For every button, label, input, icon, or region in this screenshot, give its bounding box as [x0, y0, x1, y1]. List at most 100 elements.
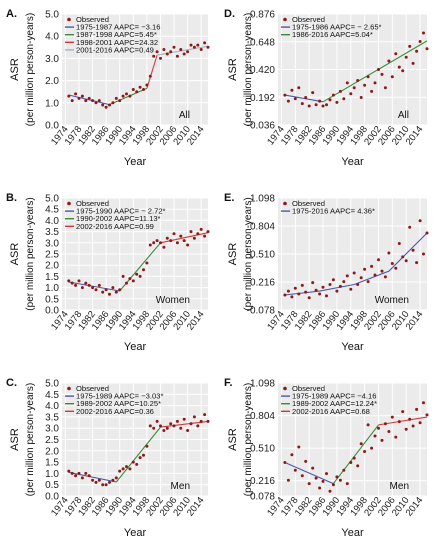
legend-marker-observed [67, 386, 71, 391]
y-tick-label: -0.078 [247, 306, 276, 317]
observed-point [314, 476, 318, 480]
observed-point [145, 261, 149, 265]
observed-point [77, 279, 81, 283]
y-tick-label: 1.5 [45, 458, 59, 469]
observed-point [342, 280, 346, 284]
legend-entry: 1989-2002 AAPC=10.25* [76, 399, 161, 408]
observed-point [186, 50, 190, 54]
observed-point [155, 239, 159, 243]
observed-point [104, 483, 108, 487]
observed-point [121, 274, 125, 278]
legend-entry: 1990-2002 AAPC=11.13* [76, 214, 161, 223]
observed-point [422, 252, 425, 256]
y-axis-sublabel: (per million person-years) [243, 13, 254, 126]
observed-point [118, 469, 122, 473]
observed-point [84, 281, 88, 285]
observed-point [297, 86, 301, 90]
x-axis-label: Year [341, 341, 364, 353]
observed-point [307, 104, 311, 108]
observed-point [401, 255, 405, 259]
y-tick-label: -0.036 [247, 121, 276, 132]
observed-point [159, 56, 162, 60]
trend-segment-3 [160, 232, 209, 244]
legend-marker-observed [67, 201, 71, 206]
observed-point [314, 103, 318, 107]
observed-point [175, 241, 179, 245]
observed-point [352, 271, 356, 275]
y-tick-label: 2.0 [45, 446, 59, 457]
trend-segment-1 [68, 471, 117, 483]
observed-point [135, 90, 139, 94]
x-axis-label: Year [124, 341, 147, 353]
y-tick-label: 0.0 [45, 121, 59, 132]
observed-point [104, 105, 108, 109]
observed-point [162, 245, 166, 249]
observed-point [359, 276, 363, 280]
observed-point [383, 275, 387, 279]
observed-point [84, 99, 88, 103]
observed-point [91, 478, 95, 482]
observed-point [293, 286, 297, 290]
y-axis-sublabel: (per million person-years) [25, 383, 36, 496]
y-tick-label: 3.5 [45, 412, 59, 423]
legend-entry: 1975-1990 AAPC= − 2.72* [76, 207, 166, 216]
observed-point [138, 456, 142, 460]
observed-point [290, 295, 294, 299]
observed-point [328, 489, 332, 493]
observed-point [311, 466, 315, 470]
observed-point [206, 230, 210, 234]
observed-point [297, 292, 301, 296]
observed-point [349, 461, 353, 464]
panel-label: E. [224, 192, 234, 204]
observed-point [401, 410, 405, 414]
y-tick-label: 1.098 [250, 194, 275, 205]
observed-point [418, 219, 422, 223]
y-axis-sublabel: (per million person-years) [243, 383, 254, 496]
legend-entry: Observed [76, 199, 109, 208]
observed-point [121, 94, 125, 98]
observed-point [408, 44, 412, 48]
observed-point [401, 69, 405, 73]
observed-point [199, 227, 203, 231]
observed-point [318, 99, 322, 103]
observed-point [67, 279, 71, 283]
observed-point [352, 86, 356, 90]
observed-point [192, 45, 196, 49]
observed-point [373, 273, 377, 277]
y-tick-label: 2.0 [45, 261, 59, 272]
observed-point [397, 242, 401, 245]
observed-point [91, 286, 95, 290]
population-label: Men [171, 481, 190, 492]
panel-label: A. [6, 8, 17, 20]
observed-point [349, 92, 353, 96]
observed-point [397, 420, 401, 424]
panel-label: F. [224, 377, 233, 389]
observed-point [152, 426, 156, 430]
observed-point [290, 453, 294, 457]
observed-point [111, 478, 115, 482]
observed-point [380, 72, 384, 76]
legend-entry: Observed [76, 384, 109, 393]
observed-point [142, 453, 145, 457]
observed-point [114, 96, 118, 100]
observed-point [387, 430, 391, 433]
observed-point [138, 274, 142, 278]
observed-point [311, 281, 315, 285]
observed-point [74, 474, 78, 478]
observed-point [331, 278, 335, 282]
observed-point [411, 61, 415, 65]
legend-entry: 2002-2016 AAPC=0.68 [292, 407, 370, 416]
y-tick-label: 0.420 [250, 65, 275, 76]
observed-point [77, 96, 81, 100]
y-tick-label: 0.648 [250, 37, 275, 48]
legend-entry: 1975-2016 AAPC= 4.36* [292, 207, 375, 216]
y-axis-sublabel: (per million person-years) [243, 197, 254, 310]
observed-point [425, 413, 429, 417]
observed-point [325, 294, 328, 298]
observed-point [131, 88, 135, 91]
observed-point [394, 52, 398, 56]
observed-point [418, 40, 422, 43]
observed-point [345, 274, 349, 278]
y-tick-label: 3.0 [45, 54, 59, 65]
